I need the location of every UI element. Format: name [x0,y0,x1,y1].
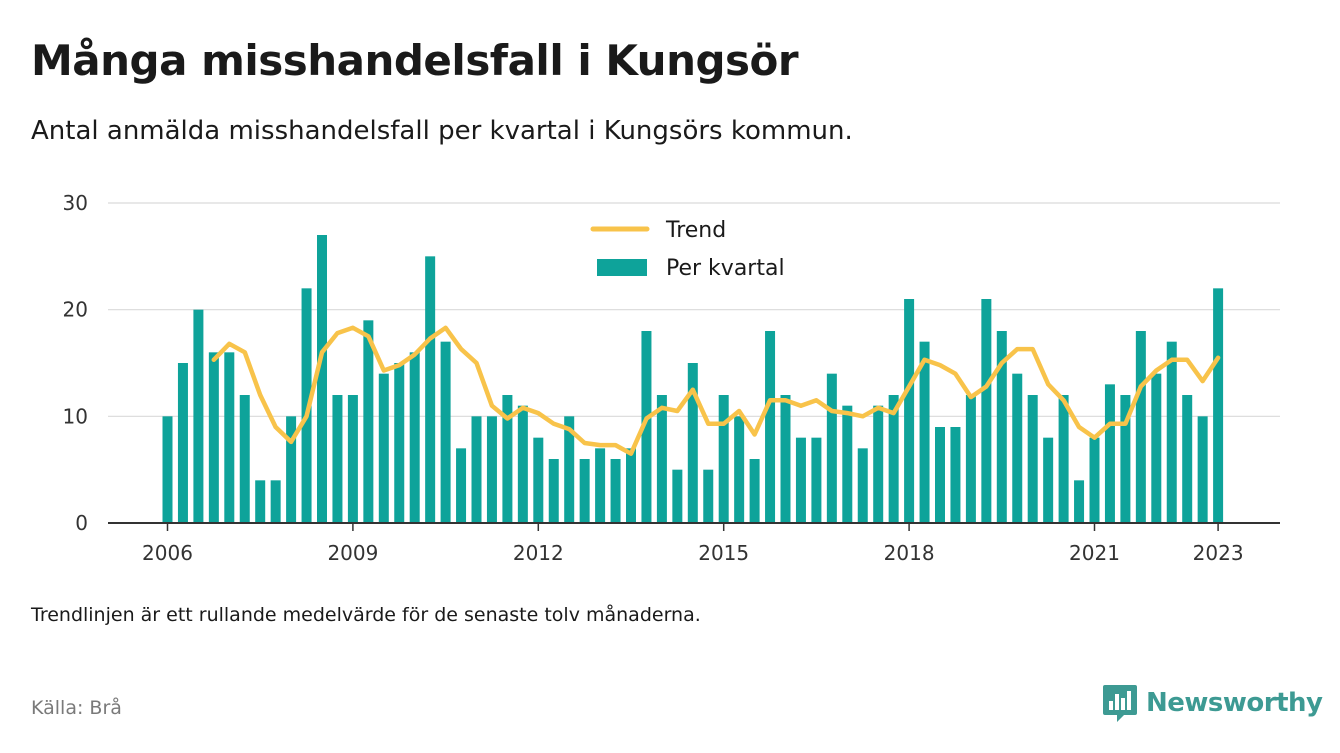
x-tick-label-2006: 2006 [142,541,193,565]
y-tick-label-2: 20 [63,298,88,322]
bar [317,235,327,523]
bar [1120,395,1131,523]
bar [1012,373,1023,523]
chart-area: 0 10 20 30 2006 2009 2012 2015 2018 2021 2023 Tren… [63,191,1280,565]
bar [486,416,497,523]
bar [1058,395,1069,523]
bar [1027,395,1038,523]
bar [425,256,436,523]
bar [718,395,729,523]
bar [363,320,374,523]
y-tick-label-1: 10 [63,404,88,428]
trend-line [211,325,1221,456]
axes: 0 10 20 30 2006 2009 2012 2015 2018 2021 2023 [63,191,1280,565]
legend-bar-swatch [597,259,647,276]
x-tick-label-2018: 2018 [884,541,935,565]
trend-footnote: Trendlinjen är ett rullande medelvärde f… [31,604,701,626]
newsworthy-chart-icon [1103,685,1137,722]
bar [749,459,760,523]
bar [332,395,343,523]
bar [1089,437,1100,523]
bar [626,448,636,523]
bar [502,395,513,523]
bar [842,405,853,523]
bar [811,437,822,523]
bar [672,469,683,523]
bar [981,299,992,523]
bar [703,469,714,523]
bar [1043,437,1054,523]
bar [347,395,358,523]
bar [765,331,776,523]
legend-trend-label: Trend [665,218,726,243]
bar [595,448,606,523]
legend: Trend Per kvartal [590,218,785,281]
bar [1104,384,1115,523]
bar [904,299,915,523]
bar [1182,395,1193,523]
bar [409,352,420,523]
bar [1197,416,1208,523]
source-credit: Källa: Brå [31,697,122,719]
bar [286,416,297,523]
bar [208,352,219,523]
bar [780,395,791,523]
bar [610,459,621,523]
trend-line-group [211,325,1221,456]
bar [579,459,590,523]
bar [950,427,961,523]
bar [564,416,575,523]
bar [193,309,204,523]
x-tick-label-2009: 2009 [327,541,378,565]
bar [517,405,528,523]
bar [888,395,899,523]
bar [1074,480,1085,523]
bar [965,395,976,523]
x-tick-label-2023: 2023 [1193,541,1244,565]
bar [162,416,173,523]
bar [533,437,544,523]
y-tick-label-0: 0 [75,511,88,535]
bar [935,427,945,523]
y-tick-label-3: 30 [63,191,88,215]
bar [177,363,188,523]
bar [471,416,482,523]
bar [239,395,250,523]
bar [656,395,667,523]
bar [456,448,467,523]
brand-name: Newsworthy [1146,688,1323,718]
legend-bar-label: Per kvartal [666,256,785,281]
bar [687,363,698,523]
bar [1151,373,1162,523]
bar [378,373,389,523]
bar [795,437,806,523]
bar [873,405,884,523]
bar [255,480,266,523]
bar [1213,288,1224,523]
bar [641,331,652,523]
bar [734,416,745,523]
x-tick-label-2021: 2021 [1069,541,1120,565]
newsworthy-logo[interactable]: Newsworthy [1102,683,1323,723]
bar [857,448,868,523]
bar [919,341,930,523]
x-tick-label-2015: 2015 [698,541,749,565]
bar [826,373,837,523]
bar [996,331,1007,523]
bar [394,363,405,523]
bar [224,352,235,523]
chart-subtitle: Antal anmälda misshandelsfall per kvarta… [31,116,853,146]
bar [1135,331,1146,523]
x-tick-label-2012: 2012 [513,541,564,565]
chart-title: Många misshandelsfall i Kungsör [31,36,799,85]
bar [301,288,312,523]
bars [162,235,1224,523]
bar [440,341,451,523]
bar [548,459,559,523]
bar [270,480,281,523]
bar [1166,341,1177,523]
